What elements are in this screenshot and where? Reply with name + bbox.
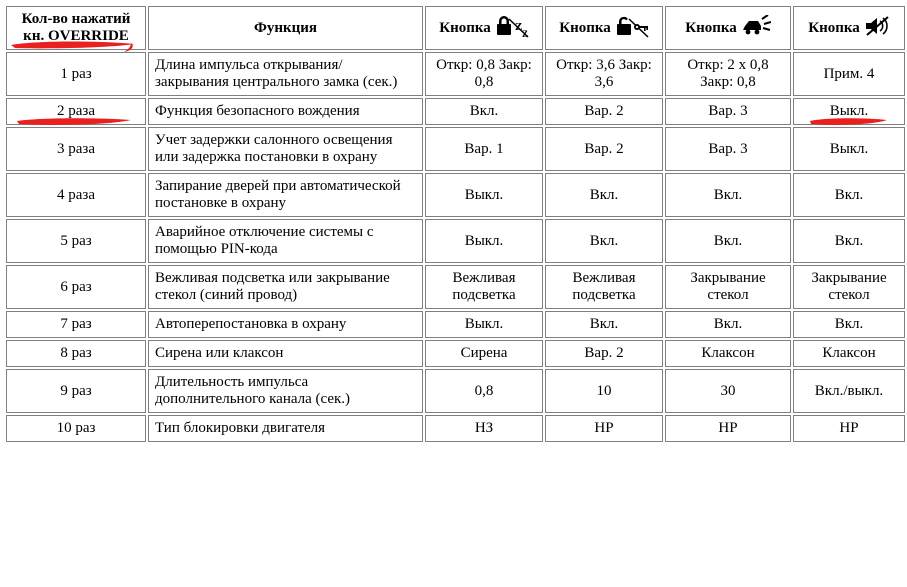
cell-v4: Вар. 2 [545,98,663,125]
cell-function: Длина импульса открывания/закрывания цен… [148,52,423,96]
table-row: 2 раза Функция безопасного вождения Вкл.… [6,98,905,125]
table-row: 6 раз Вежливая подсветка или закрывание … [6,265,905,309]
cell-presses: 5 раз [6,219,146,263]
cell-presses: 6 раз [6,265,146,309]
table-row: 3 раза Учет задержки салонного освещения… [6,127,905,171]
cell-v5: Вар. 3 [665,127,791,171]
table-row: 10 раз Тип блокировки двигателя НЗ НР НР… [6,415,905,442]
cell-v3: Вежливая подсветка [425,265,543,309]
header-col1-label: Кол-во нажатий кн. OVERRIDE [22,11,131,44]
cell-function: Запирание дверей при автоматической пост… [148,173,423,217]
svg-text:Z: Z [522,29,528,39]
header-col3-label: Кнопка [439,20,491,37]
cell-function: Тип блокировки двигателя [148,415,423,442]
table-row: 8 раз Сирена или клаксон Сирена Вар. 2 К… [6,340,905,367]
cell-presses: 1 раз [6,52,146,96]
header-col6-label: Кнопка [808,20,860,37]
header-col4-label: Кнопка [559,20,611,37]
cell-presses: 9 раз [6,369,146,413]
cell-v3: Вкл. [425,98,543,125]
cell-v6: НР [793,415,905,442]
cell-v6: Вкл./выкл. [793,369,905,413]
cell-v3: Выкл. [425,173,543,217]
cell-v5: Закрывание стекол [665,265,791,309]
header-row: Кол-во нажатий кн. OVERRIDE Функция Кноп… [6,6,905,50]
cell-v5: НР [665,415,791,442]
cell-function: Длительность импульса дополнительного ка… [148,369,423,413]
cell-v5: Вкл. [665,173,791,217]
table-row: 5 раз Аварийное отключение системы с пом… [6,219,905,263]
table-body: 1 раз Длина импульса открывания/закрыван… [6,52,905,442]
table-row: 9 раз Длительность импульса дополнительн… [6,369,905,413]
cell-function: Учет задержки салонного освещения или за… [148,127,423,171]
cell-presses: 2 раза [6,98,146,125]
unlock-key-icon [615,13,649,44]
cell-v6: Выкл. [793,98,905,125]
mute-icon [864,15,890,42]
cell-v6: Клаксон [793,340,905,367]
cell-v3: 0,8 [425,369,543,413]
cell-v4: Вар. 2 [545,127,663,171]
cell-v3: Выкл. [425,219,543,263]
cell-v4: НР [545,415,663,442]
table-row: 1 раз Длина импульса открывания/закрыван… [6,52,905,96]
cell-presses: 10 раз [6,415,146,442]
cell-v3: Выкл. [425,311,543,338]
settings-table: Кол-во нажатий кн. OVERRIDE Функция Кноп… [4,4,907,444]
table-row: 7 раз Автоперепостановка в охрану Выкл. … [6,311,905,338]
cell-v4: Вар. 2 [545,340,663,367]
cell-v5: 30 [665,369,791,413]
cell-presses: 8 раз [6,340,146,367]
cell-v3: Вар. 1 [425,127,543,171]
table-row: 4 раза Запирание дверей при автоматическ… [6,173,905,217]
cell-function: Аварийное отключение системы с помощью P… [148,219,423,263]
cell-v4: Вежливая подсветка [545,265,663,309]
header-button-6: Кнопка [793,6,905,50]
cell-v4: 10 [545,369,663,413]
lock-sleep-icon: Z Z [495,13,529,44]
cell-function: Вежливая подсветка или закрывание стекол… [148,265,423,309]
cell-v6: Вкл. [793,311,905,338]
cell-v5: Вар. 3 [665,98,791,125]
cell-v3: НЗ [425,415,543,442]
header-col5-label: Кнопка [685,20,737,37]
cell-function: Автоперепостановка в охрану [148,311,423,338]
cell-v6: Прим. 4 [793,52,905,96]
cell-presses: 4 раза [6,173,146,217]
header-override-presses: Кол-во нажатий кн. OVERRIDE [6,6,146,50]
car-impact-icon [741,15,771,42]
cell-v5: Откр: 2 х 0,8 Закр: 0,8 [665,52,791,96]
cell-v4: Откр: 3,6 Закр: 3,6 [545,52,663,96]
cell-v5: Вкл. [665,311,791,338]
header-button-3: Кнопка Z Z [425,6,543,50]
header-function: Функция [148,6,423,50]
cell-v6: Выкл. [793,127,905,171]
cell-v6: Вкл. [793,219,905,263]
cell-v5: Клаксон [665,340,791,367]
header-button-5: Кнопка [665,6,791,50]
cell-v4: Вкл. [545,311,663,338]
cell-v6: Закрывание стекол [793,265,905,309]
cell-v3: Откр: 0,8 Закр: 0,8 [425,52,543,96]
cell-v4: Вкл. [545,219,663,263]
cell-function: Сирена или клаксон [148,340,423,367]
header-button-4: Кнопка [545,6,663,50]
cell-presses: 3 раза [6,127,146,171]
cell-presses: 7 раз [6,311,146,338]
cell-v3: Сирена [425,340,543,367]
cell-function: Функция безопасного вождения [148,98,423,125]
cell-v6: Вкл. [793,173,905,217]
cell-v4: Вкл. [545,173,663,217]
cell-v5: Вкл. [665,219,791,263]
